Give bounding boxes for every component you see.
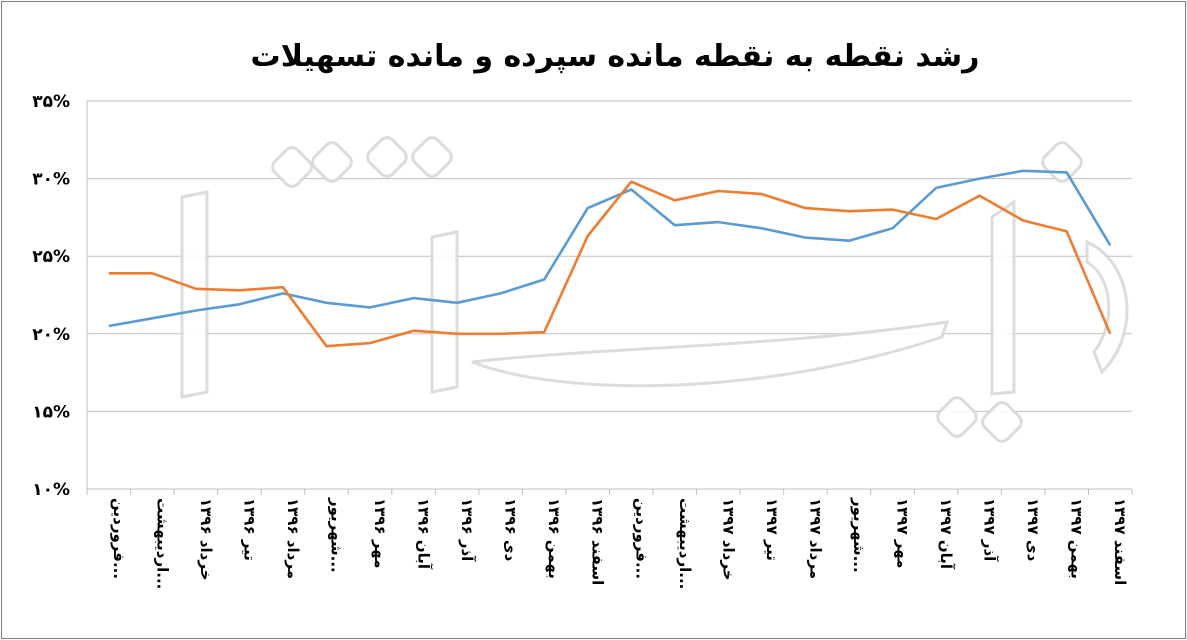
y-tick-label: ۱۰% <box>32 480 70 500</box>
x-tick-label: فروردین... <box>632 498 650 579</box>
y-axis: ۱۰% ۱۵% ۲۰% ۲۵% ۳۰% ۳۵% <box>32 92 70 500</box>
watermark-dot <box>981 401 1023 443</box>
x-tick-label: خرداد ۱۳۹۶ <box>197 498 215 581</box>
series-line-1 <box>108 169 1112 328</box>
watermark-stroke-shape <box>471 320 950 388</box>
x-tick-label: تیر ۱۳۹۶ <box>240 498 258 561</box>
watermark-dot <box>411 136 453 178</box>
y-tick-label: ۳۵% <box>32 92 70 112</box>
watermark-dot <box>366 136 408 178</box>
y-tick-label: ۲۵% <box>32 247 70 267</box>
x-tick-label: آبان ۱۳۹۷ <box>937 498 955 570</box>
x-tick-label: اسفند ۱۳۹۷ <box>1111 498 1129 585</box>
x-tick-label: آبان ۱۳۹۶ <box>415 498 433 570</box>
x-tick-label: بهمن ۱۳۹۶ <box>545 498 563 579</box>
watermark-dot <box>311 141 353 183</box>
y-tick-label: ۲۰% <box>32 325 70 345</box>
watermark-stroke-shape <box>430 230 459 394</box>
x-tick-label: مرداد ۱۳۹۷ <box>806 498 824 579</box>
x-tick-label: تیر ۱۳۹۷ <box>763 498 781 561</box>
watermark-dot <box>271 146 313 188</box>
y-tick-label: ۱۵% <box>32 402 70 422</box>
x-tick-label: آذر ۱۳۹۷ <box>981 498 999 562</box>
x-tick-label: فروردین... <box>110 498 128 579</box>
watermark-stroke-shape <box>180 190 209 399</box>
grid-lines <box>86 100 1132 490</box>
watermark-dot <box>936 396 978 438</box>
x-tick-label: اردیبهشت... <box>676 498 694 589</box>
x-tick-label: بهمن ۱۳۹۷ <box>1068 498 1086 579</box>
x-tick-label: اسفند ۱۳۹۶ <box>589 498 607 585</box>
y-tick-label: ۳۰% <box>32 170 70 190</box>
x-tick-label: اردیبهشت... <box>153 498 171 589</box>
series-lines <box>108 169 1112 348</box>
series-line-2 <box>108 180 1112 348</box>
watermark <box>180 136 1129 443</box>
x-tick-label: شهریور... <box>850 497 868 573</box>
x-tick-label: مرداد ۱۳۹۶ <box>284 498 302 579</box>
x-tick-label: دی ۱۳۹۷ <box>1024 498 1042 562</box>
x-axis: فروردین... اردیبهشت... خرداد ۱۳۹۶ تیر ۱۳۹۶ م… <box>86 489 1133 589</box>
x-tick-label: دی ۱۳۹۶ <box>502 498 520 562</box>
x-tick-label: خرداد ۱۳۹۷ <box>719 498 737 581</box>
x-tick-label: مهر ۱۳۹۷ <box>894 498 912 568</box>
x-tick-label: آذر ۱۳۹۶ <box>458 498 476 562</box>
watermark-dot <box>1041 141 1083 183</box>
watermark-stroke-shape <box>990 199 1016 396</box>
watermark-stroke-shape <box>1085 239 1129 375</box>
x-tick-label: شهریور... <box>327 497 345 573</box>
chart-title: رشد نقطه به نقطه مانده سپرده و مانده تسه… <box>251 39 980 74</box>
x-tick-label: مهر ۱۳۹۶ <box>371 498 389 568</box>
